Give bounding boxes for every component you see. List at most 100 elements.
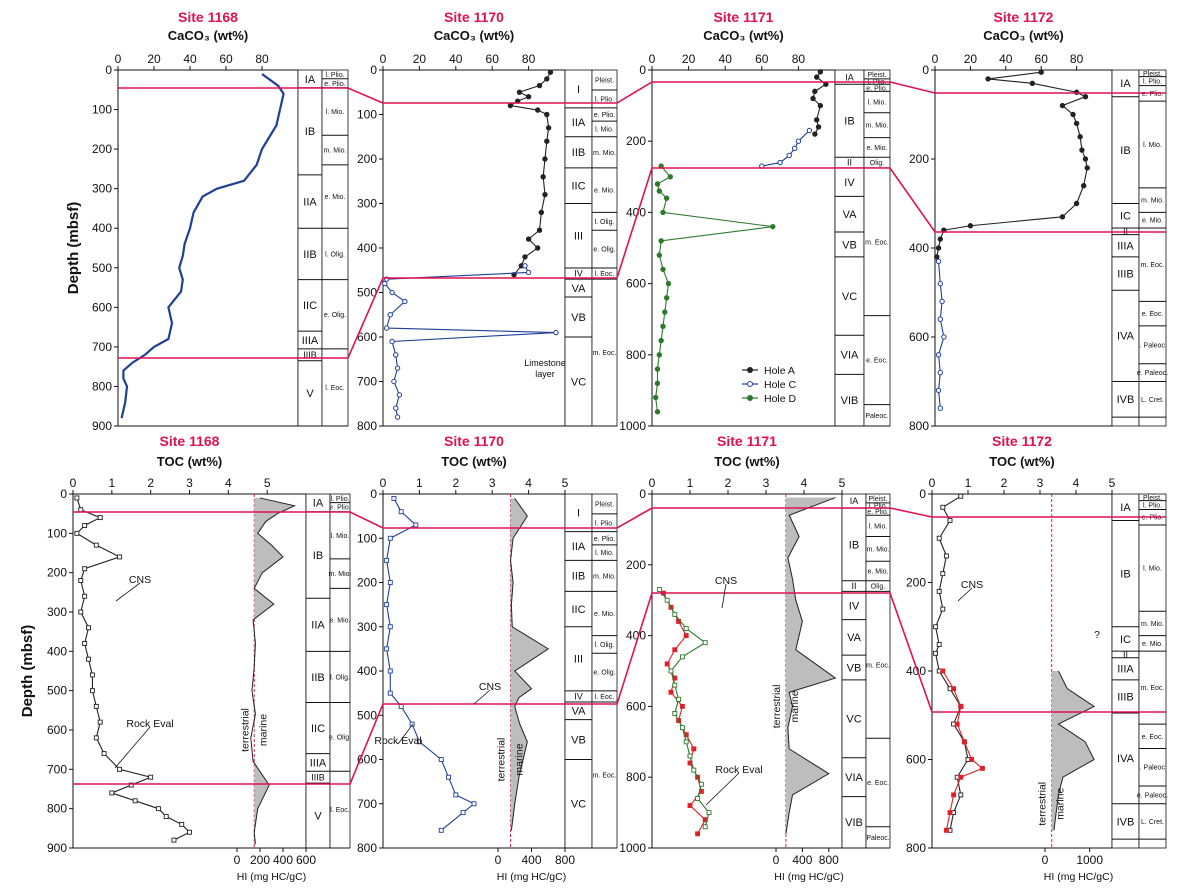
y-tick-label: 0 (105, 63, 112, 77)
unit-label: IIIA (1117, 664, 1134, 676)
y-tick-label: 300 (92, 182, 112, 196)
series-line (384, 265, 556, 418)
age-label: e. Plio. (1142, 91, 1163, 98)
hi-marine-fill (1051, 671, 1095, 831)
data-point (1079, 147, 1085, 153)
age-label: L. Cret. (1141, 819, 1164, 826)
age-label: Paleoc. (866, 835, 889, 842)
toc-point (683, 626, 689, 631)
unit-label: IIIB (303, 350, 317, 360)
age-label: m. Eoc. (1141, 262, 1165, 269)
unit-label: IIC (571, 181, 585, 193)
data-point (545, 125, 552, 131)
age-label: e. Plio. (867, 509, 888, 516)
y-tick-label: 800 (357, 419, 377, 433)
y-tick-label: 400 (626, 205, 646, 219)
age-label: e. Plio. (324, 81, 345, 88)
panel-toc-site-1172: Site 1172 TOC (wt%) 0 1 2 3 4 5 0 200 400 600 800 IA I… (906, 433, 1168, 883)
age-label: m. Mio. (324, 148, 347, 155)
data-point (792, 145, 798, 152)
terrestrial-label: terrestrial (239, 708, 251, 752)
data-point (553, 329, 559, 336)
y-tick-label: 600 (92, 300, 112, 314)
toc-line (386, 498, 476, 831)
legend-marker (747, 367, 753, 373)
data-point (667, 174, 673, 180)
toc-point (82, 523, 88, 528)
x-tick-label: 20 (413, 52, 427, 66)
data-point (934, 254, 940, 260)
data-point (814, 74, 820, 80)
data-point (935, 387, 942, 394)
age-label: e. Paleoc. (1137, 792, 1168, 799)
unit-column (834, 69, 865, 427)
toc-point (683, 739, 689, 745)
plot-title: CaCO₃ (wt%) (703, 28, 783, 43)
data-point (522, 263, 528, 269)
toc-point (155, 806, 161, 812)
x-tick-label: 2 (452, 476, 459, 490)
unit-label: IIC (571, 604, 585, 616)
age-label: e. Olig. (324, 312, 346, 319)
age-label: e. Eoc. (866, 358, 888, 365)
data-point (396, 392, 403, 398)
data-point (937, 280, 944, 287)
age-label: m. Eoc. (1141, 685, 1165, 692)
toc-line (935, 495, 969, 831)
unit-column (1111, 493, 1140, 849)
toc-point (82, 641, 88, 646)
age-column (321, 69, 349, 427)
y-tick-label: 0 (370, 487, 377, 501)
hi-line (785, 497, 837, 834)
age-column (591, 493, 618, 849)
legend-label: Hole D (764, 393, 797, 405)
data-point (660, 209, 666, 216)
toc-point (387, 668, 393, 674)
correlation-line-lower (118, 167, 1166, 359)
unit-column (297, 69, 323, 427)
toc-point (89, 672, 95, 678)
y-tick-label: 800 (47, 802, 67, 816)
x-tick-label: 20 (147, 52, 161, 66)
toc-point (951, 792, 957, 798)
toc-point (940, 668, 946, 674)
toc-point (398, 509, 404, 515)
data-point (812, 131, 818, 137)
site-title: Site 1170 (444, 433, 504, 449)
x-tick-label: 20 (964, 52, 978, 66)
unit-label: IVA (1117, 753, 1135, 765)
unit-label: IV (574, 269, 583, 279)
age-label: l. Olig. (595, 642, 615, 649)
toc-point (82, 593, 88, 599)
age-label: Pleist. (868, 496, 887, 503)
unit-label: I (577, 84, 580, 96)
age-label: l. Mio. (869, 523, 888, 530)
site-title: Site 1168 (160, 433, 220, 449)
data-point (985, 76, 991, 82)
y-axis-label: Depth (mbsf) (19, 625, 36, 718)
toc-point (384, 557, 390, 563)
toc-point (438, 757, 444, 762)
age-label: m. Eoc. (593, 772, 617, 779)
unit-label: IIIA (310, 757, 327, 769)
y-tick-label: 600 (626, 699, 646, 713)
data-point (394, 365, 401, 371)
y-tick-label: 0 (919, 487, 926, 501)
age-label: l. Mio. (1143, 566, 1162, 573)
hi-tick-label: 200 (250, 853, 270, 867)
age-label: e. Plio. (1142, 515, 1163, 522)
data-point (658, 238, 664, 244)
unit-label: VC (571, 799, 586, 811)
age-label: Olig. (870, 160, 884, 167)
y-tick-label: 800 (906, 841, 926, 855)
y-tick-label: 600 (626, 277, 646, 291)
x-tick-label: 0 (115, 52, 122, 66)
x-tick-label: 1 (687, 476, 694, 490)
site-title: Site 1171 (717, 433, 777, 449)
age-label: Pleist. (595, 501, 614, 508)
unit-label: VC (842, 291, 857, 303)
site-title: Site 1168 (178, 9, 238, 25)
plot-title: TOC (wt%) (157, 454, 222, 469)
y-tick-label: 0 (60, 487, 67, 501)
limestone-annotation-2: layer (535, 369, 555, 379)
